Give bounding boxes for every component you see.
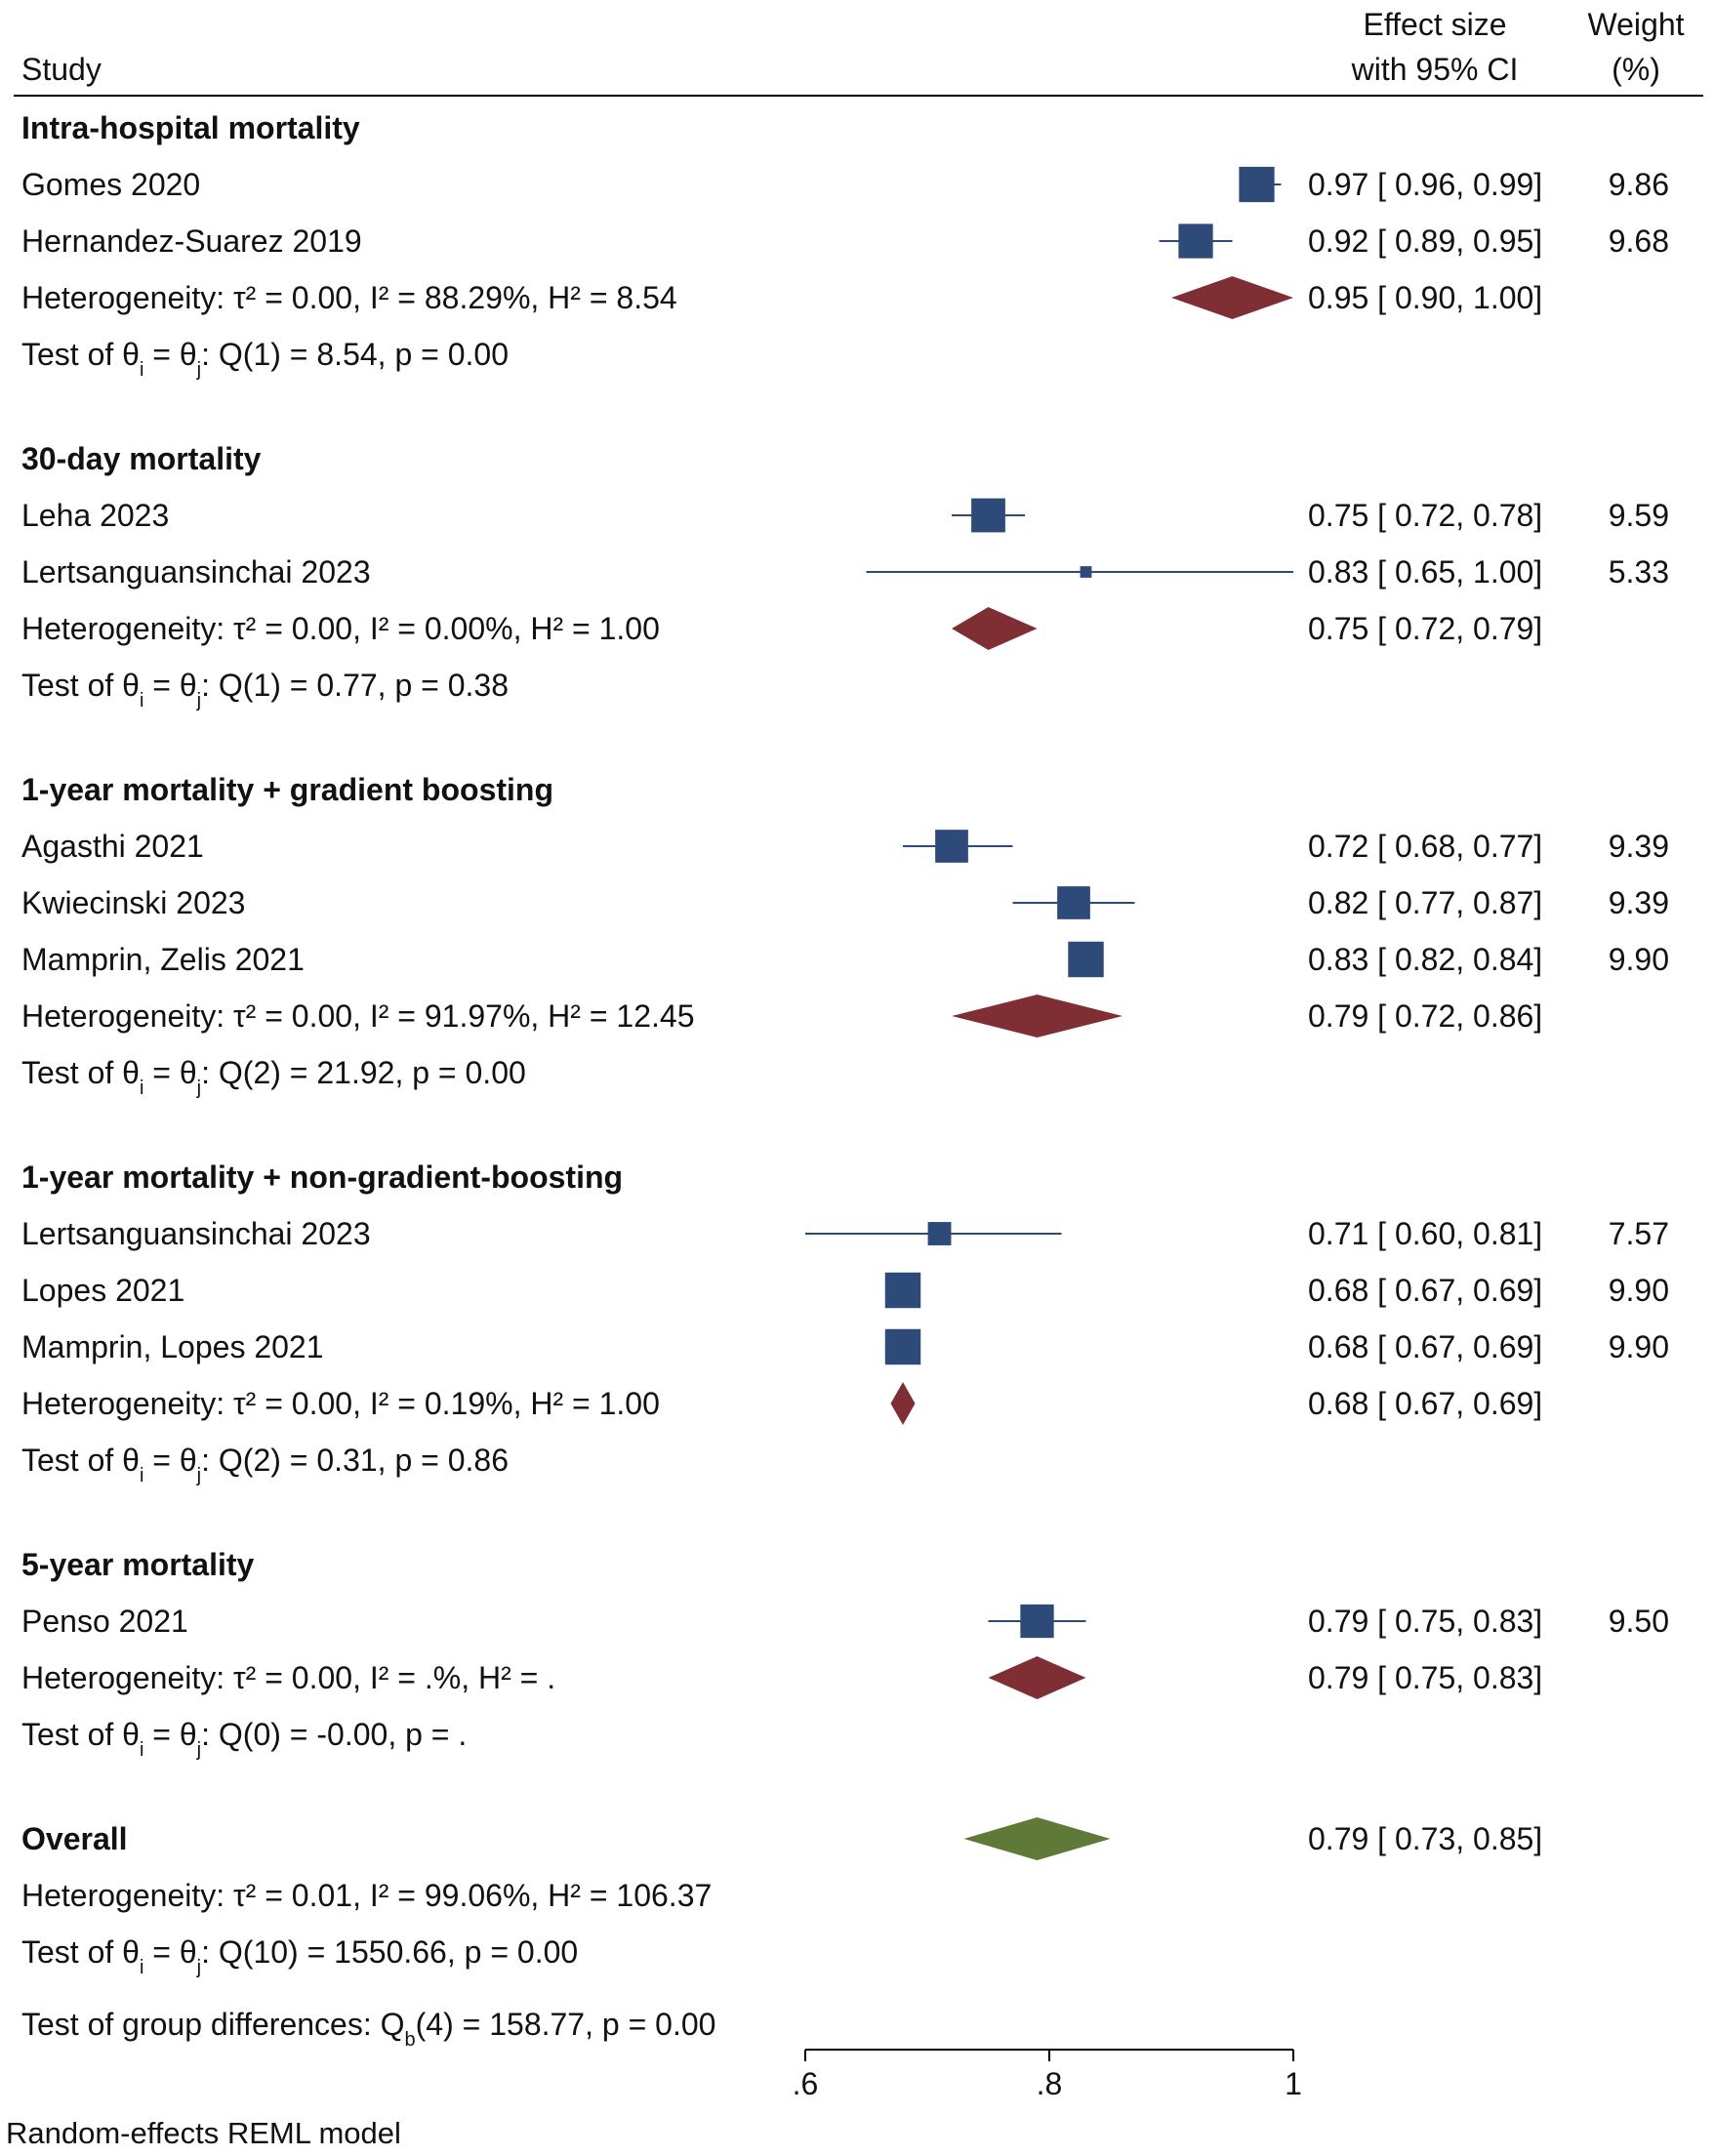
group-heterogeneity: Heterogeneity: τ² = 0.00, I² = .%, H² = … — [21, 1660, 555, 1695]
group-test: Test of θi = θj: Q(1) = 8.54, p = 0.00 — [21, 337, 509, 381]
study-marker — [1020, 1604, 1054, 1639]
group-title: 1-year mortality + non-gradient-boosting — [21, 1159, 623, 1195]
study-marker — [884, 1328, 921, 1365]
group-summary-ci-text: 0.68 [ 0.67, 0.69] — [1308, 1386, 1542, 1421]
group-title: 30-day mortality — [21, 441, 262, 476]
study-label: Mamprin, Zelis 2021 — [21, 942, 305, 977]
x-axis-tick-label: .6 — [793, 2066, 819, 2101]
group-test: Test of θi = θj: Q(1) = 0.77, p = 0.38 — [21, 668, 509, 712]
study-marker — [935, 830, 968, 863]
study-marker — [927, 1222, 952, 1245]
overall-label: Overall — [21, 1821, 128, 1856]
group-title: Intra-hospital mortality — [21, 110, 360, 145]
study-ci-text: 0.79 [ 0.75, 0.83] — [1308, 1604, 1542, 1639]
overall-diamond — [963, 1817, 1111, 1860]
study-weight: 9.59 — [1609, 498, 1669, 533]
header-weight-unit: (%) — [1612, 52, 1660, 87]
study-marker — [1057, 886, 1090, 919]
study-marker — [884, 1272, 921, 1309]
x-axis-tick-label: .8 — [1037, 2066, 1063, 2101]
study-ci-text: 0.68 [ 0.67, 0.69] — [1308, 1273, 1542, 1308]
footnote: Random-effects REML model — [6, 2116, 401, 2150]
header-weight: Weight — [1587, 7, 1684, 42]
study-weight: 9.39 — [1609, 829, 1669, 864]
overall-ci-text: 0.79 [ 0.73, 0.85] — [1308, 1821, 1542, 1856]
study-weight: 7.57 — [1609, 1216, 1669, 1251]
group-heterogeneity: Heterogeneity: τ² = 0.00, I² = 0.00%, H²… — [21, 611, 660, 646]
group-differences-test: Test of group differences: Qb(4) = 158.7… — [21, 2007, 715, 2051]
study-label: Lertsanguansinchai 2023 — [21, 554, 371, 590]
study-weight: 9.90 — [1609, 1273, 1669, 1308]
study-ci-text: 0.83 [ 0.65, 1.00] — [1308, 554, 1542, 590]
group-heterogeneity: Heterogeneity: τ² = 0.00, I² = 88.29%, H… — [21, 280, 677, 315]
group-summary-diamond — [1171, 276, 1293, 319]
group-summary-ci-text: 0.79 [ 0.72, 0.86] — [1308, 998, 1542, 1034]
study-ci-text: 0.92 [ 0.89, 0.95] — [1308, 224, 1542, 259]
study-ci-text: 0.71 [ 0.60, 0.81] — [1308, 1216, 1542, 1251]
study-marker — [1178, 224, 1213, 259]
group-summary-diamond — [952, 607, 1038, 650]
group-heterogeneity: Heterogeneity: τ² = 0.00, I² = 91.97%, H… — [21, 998, 694, 1034]
group-summary-ci-text: 0.75 [ 0.72, 0.79] — [1308, 611, 1542, 646]
study-ci-text: 0.82 [ 0.77, 0.87] — [1308, 885, 1542, 920]
group-summary-ci-text: 0.79 [ 0.75, 0.83] — [1308, 1660, 1542, 1695]
group-test: Test of θi = θj: Q(0) = -0.00, p = . — [21, 1717, 467, 1761]
group-test: Test of θi = θj: Q(2) = 21.92, p = 0.00 — [21, 1055, 526, 1099]
group-title: 1-year mortality + gradient boosting — [21, 772, 553, 807]
study-ci-text: 0.68 [ 0.67, 0.69] — [1308, 1329, 1542, 1364]
study-weight: 9.50 — [1609, 1604, 1669, 1639]
header-effect-size: Effect size — [1363, 7, 1506, 42]
study-marker — [1239, 166, 1275, 203]
study-marker — [971, 498, 1005, 533]
group-summary-diamond — [988, 1656, 1086, 1699]
group-title: 5-year mortality — [21, 1547, 255, 1582]
study-ci-text: 0.97 [ 0.96, 0.99] — [1308, 167, 1542, 202]
study-label: Mamprin, Lopes 2021 — [21, 1329, 324, 1364]
study-weight: 9.90 — [1609, 1329, 1669, 1364]
study-marker — [1068, 941, 1104, 978]
study-weight: 9.86 — [1609, 167, 1669, 202]
group-heterogeneity: Heterogeneity: τ² = 0.00, I² = 0.19%, H²… — [21, 1386, 660, 1421]
header-ci: with 95% CI — [1351, 52, 1519, 87]
study-label: Kwiecinski 2023 — [21, 885, 245, 920]
x-axis-tick-label: 1 — [1285, 2066, 1302, 2101]
study-weight: 9.39 — [1609, 885, 1669, 920]
study-label: Gomes 2020 — [21, 167, 200, 202]
overall-heterogeneity: Heterogeneity: τ² = 0.01, I² = 99.06%, H… — [21, 1878, 712, 1913]
study-weight: 9.90 — [1609, 942, 1669, 977]
study-ci-text: 0.75 [ 0.72, 0.78] — [1308, 498, 1542, 533]
study-label: Lopes 2021 — [21, 1273, 184, 1308]
study-label: Hernandez-Suarez 2019 — [21, 224, 362, 259]
study-label: Agasthi 2021 — [21, 829, 204, 864]
study-marker — [1080, 566, 1092, 578]
header-study: Study — [21, 52, 102, 87]
group-test: Test of θi = θj: Q(2) = 0.31, p = 0.86 — [21, 1443, 509, 1486]
study-ci-text: 0.83 [ 0.82, 0.84] — [1308, 942, 1542, 977]
study-ci-text: 0.72 [ 0.68, 0.77] — [1308, 829, 1542, 864]
group-summary-diamond — [952, 995, 1123, 1037]
group-summary-ci-text: 0.95 [ 0.90, 1.00] — [1308, 280, 1542, 315]
study-label: Leha 2023 — [21, 498, 169, 533]
group-summary-diamond — [890, 1382, 916, 1425]
study-weight: 5.33 — [1609, 554, 1669, 590]
overall-test: Test of θi = θj: Q(10) = 1550.66, p = 0.… — [21, 1934, 578, 1978]
study-weight: 9.68 — [1609, 224, 1669, 259]
study-label: Penso 2021 — [21, 1604, 188, 1639]
study-label: Lertsanguansinchai 2023 — [21, 1216, 371, 1251]
